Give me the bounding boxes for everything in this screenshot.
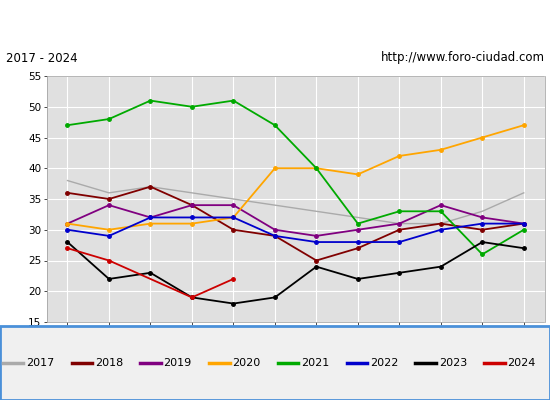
Text: 2019: 2019 xyxy=(164,358,192,368)
FancyBboxPatch shape xyxy=(0,326,550,400)
Text: 2018: 2018 xyxy=(95,358,123,368)
Text: 2017 - 2024: 2017 - 2024 xyxy=(6,52,77,64)
Text: 2021: 2021 xyxy=(301,358,329,368)
Text: 2022: 2022 xyxy=(370,358,398,368)
Text: 2023: 2023 xyxy=(439,358,467,368)
Text: 2017: 2017 xyxy=(26,358,54,368)
Text: http://www.foro-ciudad.com: http://www.foro-ciudad.com xyxy=(381,52,544,64)
Text: 2024: 2024 xyxy=(507,358,536,368)
Text: 2020: 2020 xyxy=(232,358,261,368)
Text: Evolucion del paro registrado en Fortià: Evolucion del paro registrado en Fortià xyxy=(119,13,431,29)
